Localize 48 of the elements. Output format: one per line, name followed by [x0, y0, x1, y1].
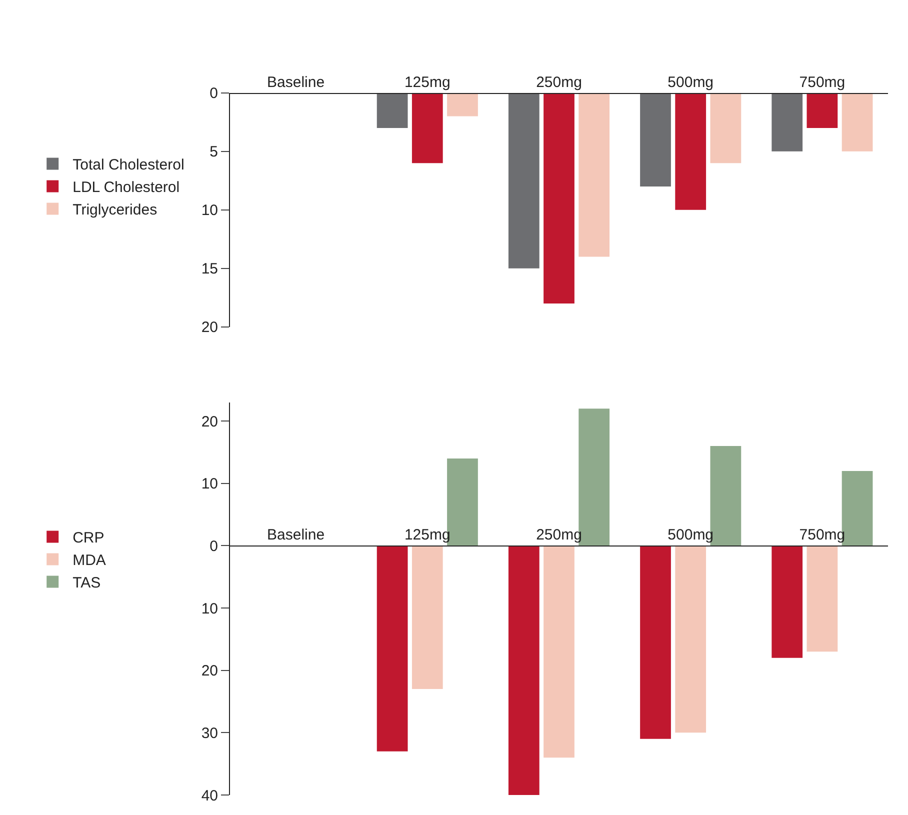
legend-label: LDL Cholesterol [72, 179, 180, 196]
bar [578, 92, 610, 257]
y-tick-label: 5 [210, 144, 218, 161]
x-tick-label: 750mg [799, 74, 846, 91]
x-tick-label: 125mg [404, 74, 450, 91]
legend-label: Total Cholesterol [72, 156, 184, 174]
bar [544, 546, 574, 758]
x-tick-label: Baseline [267, 526, 325, 544]
bar [806, 92, 838, 128]
x-tick-label: 250mg [536, 526, 582, 544]
y-tick-label: 20 [201, 319, 218, 336]
legend-label: Triglycerides [72, 202, 158, 219]
bar [508, 92, 540, 268]
bar [772, 92, 803, 152]
y-tick-label: 10 [201, 202, 218, 220]
y-tick-label: 15 [201, 260, 218, 278]
x-tick-label: 500mg [668, 526, 714, 544]
y-tick-label: 10 [201, 600, 218, 618]
bar [675, 92, 706, 210]
x-tick-label: 750mg [799, 526, 846, 544]
bar [772, 546, 803, 658]
bar [710, 92, 742, 164]
y-tick-label: 0 [210, 85, 218, 102]
bar [640, 92, 671, 186]
bar [544, 92, 574, 304]
x-tick-label: 500mg [668, 74, 714, 91]
bar [640, 546, 671, 739]
bar [412, 546, 443, 690]
bar [376, 546, 408, 752]
y-tick-label: 10 [201, 476, 218, 493]
y-tick-label: 20 [201, 662, 218, 680]
bar [447, 92, 478, 116]
bar [675, 546, 706, 733]
x-tick-label: 250mg [536, 74, 582, 91]
x-tick-label: Baseline [267, 74, 325, 91]
legend-label: MDA [72, 552, 106, 570]
x-tick-label: 125mg [404, 526, 450, 544]
legend-label: CRP [72, 530, 104, 547]
bar [412, 92, 443, 164]
bar [806, 546, 838, 652]
y-tick-label: 40 [201, 787, 218, 804]
bar [376, 92, 408, 128]
bar [508, 546, 540, 795]
legend-label: TAS [72, 574, 101, 592]
y-tick-label: 30 [201, 724, 218, 742]
y-tick-label: 20 [201, 413, 218, 430]
bar [842, 92, 873, 152]
y-tick-label: 0 [210, 538, 218, 555]
